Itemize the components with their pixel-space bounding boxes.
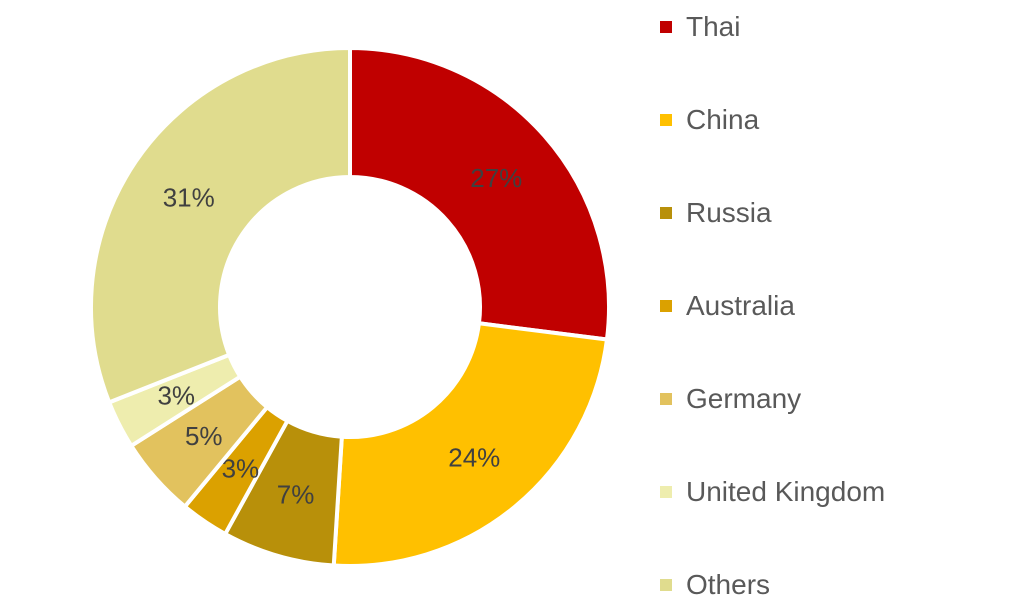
legend-swatch bbox=[660, 579, 672, 591]
legend-swatch bbox=[660, 207, 672, 219]
legend-item: Germany bbox=[660, 379, 801, 419]
data-label: 5% bbox=[185, 421, 223, 451]
legend-item: Others bbox=[660, 565, 770, 605]
donut-chart: 27%24%7%3%5%3%31% bbox=[89, 45, 611, 568]
legend-label: United Kingdom bbox=[686, 476, 886, 507]
legend-swatch bbox=[660, 21, 672, 33]
legend-label: Germany bbox=[686, 383, 802, 414]
data-label: 27% bbox=[470, 163, 522, 193]
data-label: 24% bbox=[448, 442, 500, 472]
slice-thai bbox=[348, 45, 611, 342]
legend-label: Russia bbox=[686, 197, 772, 228]
data-label: 7% bbox=[277, 479, 315, 509]
data-label: 31% bbox=[163, 182, 215, 212]
legend-item: China bbox=[660, 100, 759, 140]
legend-label: China bbox=[686, 104, 760, 135]
legend-item: Thai bbox=[660, 7, 740, 47]
legend-label: Australia bbox=[686, 290, 795, 321]
legend-swatch bbox=[660, 393, 672, 405]
legend-swatch bbox=[660, 300, 672, 312]
data-label: 3% bbox=[157, 381, 195, 411]
legend-item: Australia bbox=[660, 286, 795, 326]
legend-swatch bbox=[660, 486, 672, 498]
slice-china bbox=[331, 321, 610, 568]
slice-others bbox=[89, 45, 352, 405]
legend-label: Others bbox=[686, 569, 771, 600]
legend-swatch bbox=[660, 114, 672, 126]
data-label: 3% bbox=[222, 453, 260, 483]
legend-label: Thai bbox=[686, 11, 741, 42]
legend-item: United Kingdom bbox=[660, 472, 885, 512]
legend-item: Russia bbox=[660, 193, 772, 233]
